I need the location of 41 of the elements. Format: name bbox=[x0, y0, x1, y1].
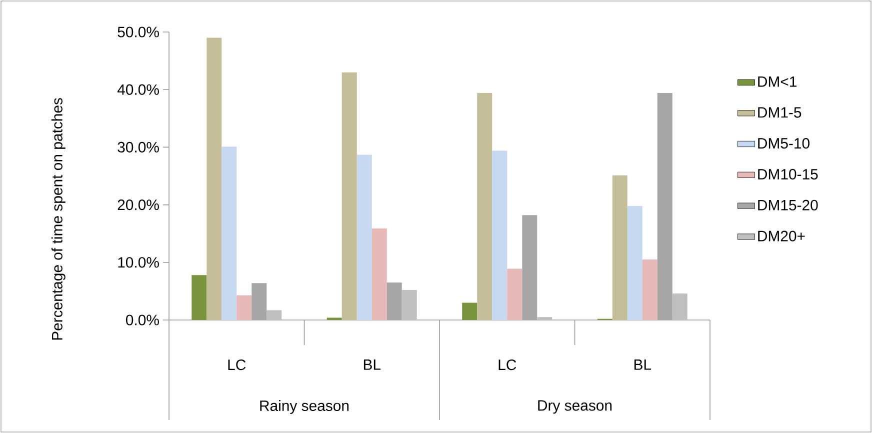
bar bbox=[462, 302, 478, 320]
bar bbox=[342, 72, 357, 320]
legend-label: DM5-10 bbox=[758, 138, 810, 149]
bar bbox=[612, 175, 628, 320]
legend-label: DM10-15 bbox=[758, 168, 818, 180]
bar bbox=[192, 275, 207, 320]
legend-label: DM<1 bbox=[758, 76, 796, 87]
bar bbox=[672, 294, 688, 320]
bar bbox=[356, 154, 372, 320]
text: Rainy season bbox=[260, 400, 349, 414]
bar bbox=[642, 260, 658, 320]
y-tick-label: 0.0% bbox=[126, 314, 159, 326]
bar bbox=[522, 215, 538, 320]
y-tick-label: 20.0% bbox=[118, 200, 159, 210]
x-tick-label: BL bbox=[634, 360, 652, 370]
bar bbox=[386, 282, 402, 320]
legend-label: DM15-20 bbox=[758, 200, 818, 210]
bar bbox=[402, 290, 417, 320]
bar bbox=[537, 317, 552, 320]
bar bbox=[477, 93, 492, 320]
x-tick-label: BL bbox=[364, 360, 381, 370]
legend-label: DM20+ bbox=[758, 230, 805, 242]
bar bbox=[206, 38, 222, 320]
bar bbox=[252, 283, 267, 320]
bar bbox=[507, 268, 522, 320]
legend-label: DM1-5 bbox=[758, 107, 802, 118]
y-tick-label: 40.0% bbox=[117, 84, 159, 95]
y-tick-label: 30.0% bbox=[118, 142, 159, 152]
bar bbox=[236, 295, 252, 320]
y-tick-label: 10.0% bbox=[118, 257, 159, 268]
bar bbox=[657, 93, 672, 320]
bar bbox=[372, 228, 387, 320]
y-axis-title: Percentage of time spent on patches bbox=[51, 98, 66, 340]
bar bbox=[222, 146, 237, 320]
x-tick-label: LC bbox=[228, 360, 246, 370]
bar bbox=[627, 206, 642, 320]
y-tick-label: 50.0% bbox=[118, 26, 159, 38]
bar bbox=[492, 150, 508, 320]
text: Dry season bbox=[538, 400, 612, 414]
x-tick-label: LC bbox=[498, 360, 516, 370]
bar bbox=[266, 310, 282, 320]
